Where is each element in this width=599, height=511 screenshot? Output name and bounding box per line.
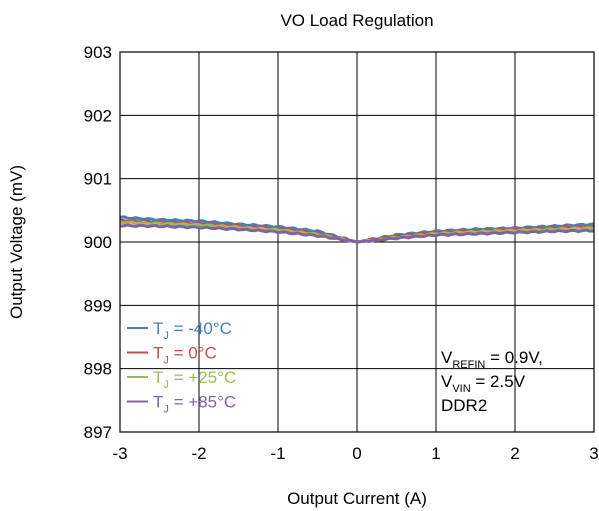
x-axis-label: Output Current (A) — [287, 489, 427, 508]
annotation-ddr2: DDR2 — [441, 396, 487, 415]
x-tick-label: 1 — [431, 444, 440, 463]
legend-label: TJ = 0°C — [153, 344, 217, 367]
x-tick-label: -2 — [191, 444, 206, 463]
annotation-vvin: VVIN = 2.5V — [441, 372, 526, 395]
y-tick-label: 899 — [84, 296, 112, 315]
legend: TJ = -40°CTJ = 0°CTJ = +25°CTJ = +85°C — [127, 319, 236, 416]
x-tick-label: 0 — [352, 444, 361, 463]
series-group — [119, 215, 595, 244]
x-tick-labels: -3 -2 -1 0 1 2 3 — [112, 444, 598, 463]
conditions-annotation: VREFIN = 0.9V, VVIN = 2.5V DDR2 — [441, 348, 543, 415]
legend-label: TJ = +25°C — [153, 368, 236, 391]
y-tick-label: 903 — [84, 43, 112, 62]
legend-label: TJ = -40°C — [153, 319, 232, 342]
y-tick-label: 898 — [84, 360, 112, 379]
legend-label: TJ = +85°C — [153, 393, 236, 416]
y-tick-label: 900 — [84, 233, 112, 252]
y-tick-label: 901 — [84, 170, 112, 189]
series-line — [119, 223, 595, 244]
chart-title: VO Load Regulation — [280, 11, 433, 30]
y-tick-label: 897 — [84, 423, 112, 442]
x-tick-label: -1 — [270, 444, 285, 463]
annotation-vrefin: VREFIN = 0.9V, — [441, 348, 543, 371]
y-axis-label: Output Voltage (mV) — [7, 165, 26, 319]
x-tick-label: 2 — [510, 444, 519, 463]
y-tick-label: 902 — [84, 106, 112, 125]
x-tick-label: -3 — [112, 444, 127, 463]
plot-frame — [119, 51, 595, 433]
y-tick-labels: 897 898 899 900 901 902 903 — [84, 43, 112, 442]
x-tick-label: 3 — [589, 444, 598, 463]
